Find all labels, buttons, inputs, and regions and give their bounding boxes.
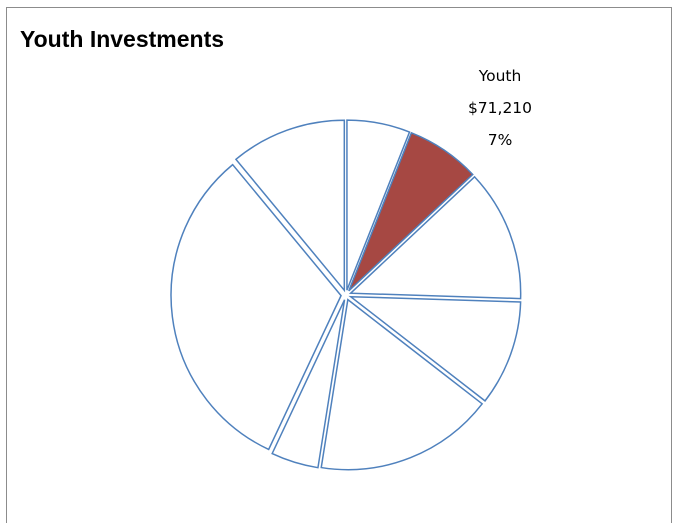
slice-label-percent: 7% xyxy=(488,131,513,149)
slice-label-amount: $71,210 xyxy=(468,99,532,117)
pie-slice-7 xyxy=(234,119,346,293)
pie-slice-4 xyxy=(320,298,484,471)
slice-label-name: Youth xyxy=(478,67,522,85)
pie-slice-3 xyxy=(348,295,522,402)
pie-slice-youth xyxy=(348,131,474,292)
pie-slice-6 xyxy=(170,163,342,451)
pie-slice-0 xyxy=(346,119,411,291)
chart-title: Youth Investments xyxy=(20,26,225,52)
pie-slice-5 xyxy=(271,299,346,469)
pie-slice-2 xyxy=(348,175,522,300)
